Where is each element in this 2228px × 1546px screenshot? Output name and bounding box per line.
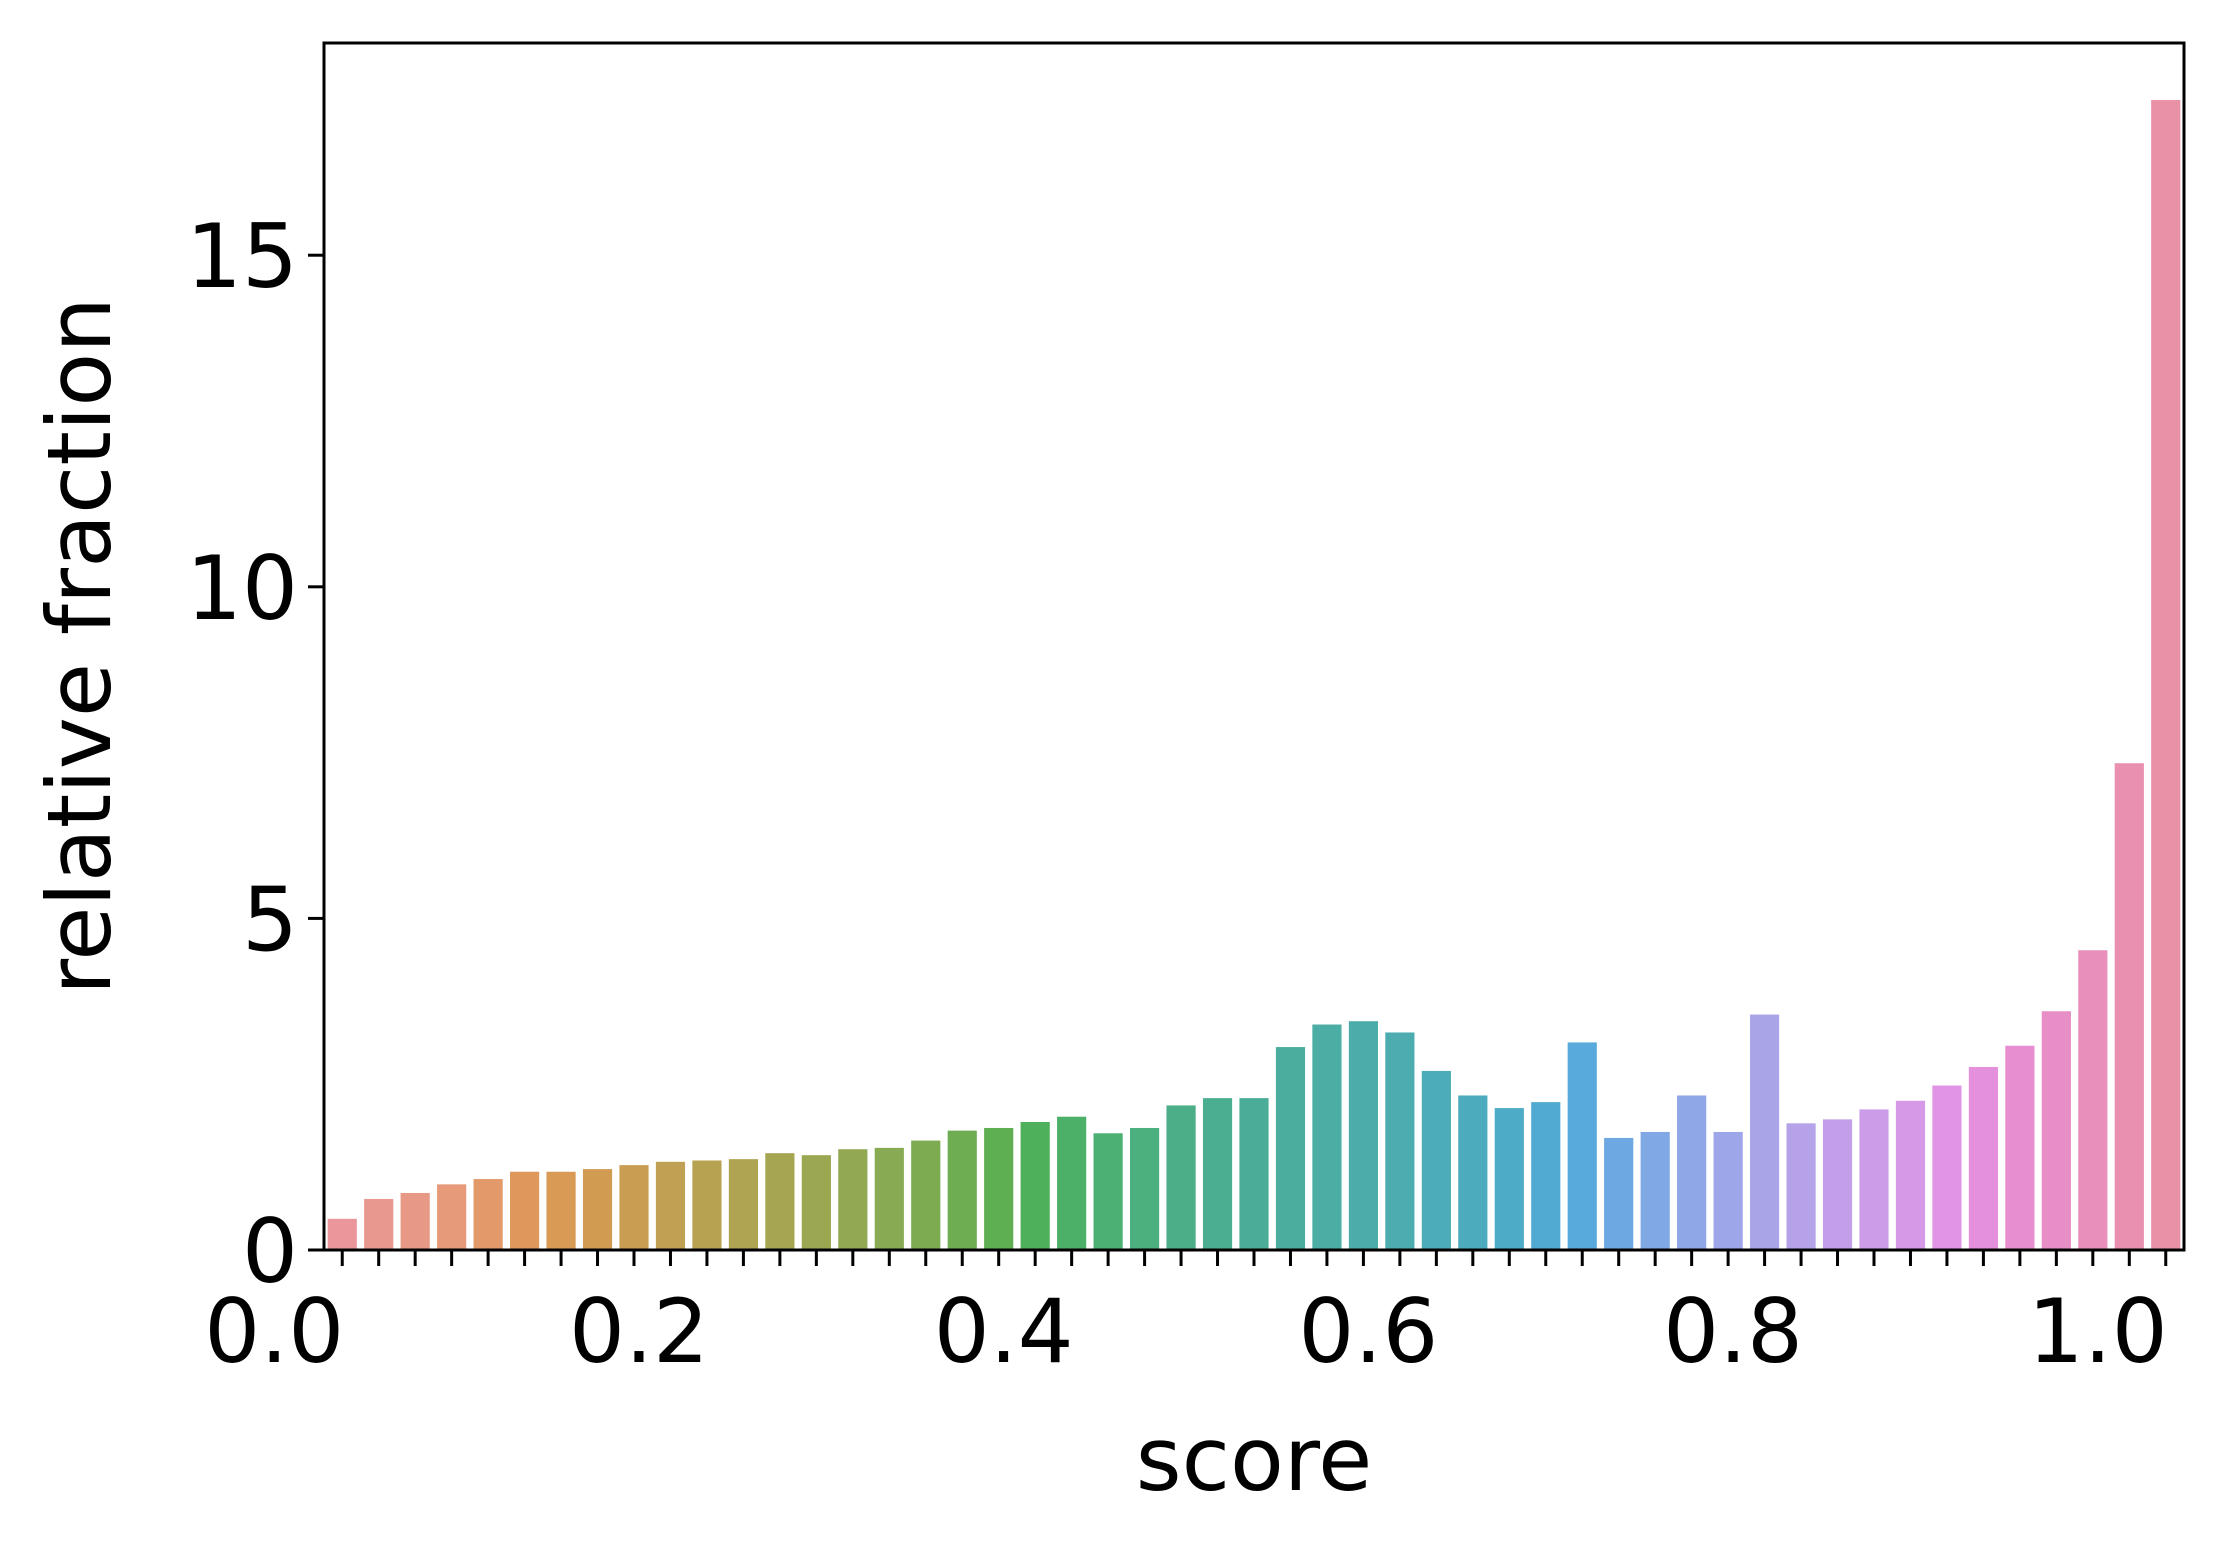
bar: [1312, 1024, 1342, 1250]
bar: [692, 1160, 722, 1250]
bar: [327, 1218, 357, 1250]
x-tick-label: 0.2: [569, 1280, 709, 1383]
bar: [1713, 1131, 1743, 1250]
y-axis-label: relative fraction: [28, 297, 131, 995]
bar: [1385, 1032, 1415, 1250]
bar: [1822, 1119, 1853, 1250]
bar: [510, 1171, 540, 1250]
bar: [437, 1184, 467, 1250]
bar: [1895, 1100, 1926, 1250]
bar: [838, 1149, 868, 1250]
bar: [1604, 1137, 1634, 1250]
x-tick-label: 0.0: [204, 1280, 344, 1383]
bar: [984, 1127, 1014, 1250]
bar: [1020, 1122, 1050, 1250]
x-tick-label: 0.4: [934, 1280, 1074, 1383]
bar: [400, 1192, 430, 1250]
y-tick-label: 15: [186, 205, 298, 308]
bar: [1640, 1131, 1670, 1250]
bar: [1202, 1098, 1233, 1250]
bar: [1968, 1066, 1998, 1250]
bar: [1421, 1070, 1451, 1250]
y-tick-label: 5: [242, 868, 298, 971]
bar: [655, 1161, 686, 1250]
x-axis-label: score: [1136, 1408, 1372, 1511]
bar: [1057, 1116, 1087, 1250]
bar: [1348, 1021, 1378, 1250]
bar: [1093, 1133, 1123, 1250]
x-tick-label: 0.8: [1663, 1280, 1803, 1383]
bar: [1677, 1095, 1707, 1250]
bar: [2005, 1045, 2035, 1250]
bar: [2041, 1011, 2071, 1250]
bar: [874, 1147, 904, 1250]
bar: [473, 1179, 503, 1250]
bar: [1166, 1105, 1196, 1250]
plot-frame: [322, 41, 2186, 1252]
bar: [2114, 763, 2144, 1250]
bar: [1750, 1014, 1780, 1250]
bar: [1494, 1108, 1524, 1250]
bar: [728, 1159, 758, 1250]
bar: [911, 1140, 941, 1250]
bar: [1458, 1095, 1488, 1250]
bar: [1239, 1098, 1269, 1250]
bar: [1567, 1042, 1597, 1250]
bar: [2151, 100, 2181, 1251]
y-tick-label: 10: [186, 537, 298, 640]
bar: [1531, 1102, 1561, 1250]
y-tick-label: 0: [242, 1200, 298, 1303]
bar: [1932, 1085, 1962, 1250]
bar: [619, 1165, 649, 1250]
x-tick-label: 0.6: [1298, 1280, 1438, 1383]
bar: [364, 1198, 394, 1250]
bar: [1130, 1127, 1160, 1250]
bar: [1275, 1047, 1306, 1250]
x-tick-label: 1.0: [2028, 1280, 2168, 1383]
bar: [2078, 950, 2108, 1250]
bar: [1859, 1109, 1889, 1250]
bar: [1786, 1123, 1816, 1250]
bar: [801, 1155, 831, 1250]
bar: [546, 1171, 576, 1250]
bar: [765, 1153, 795, 1250]
bar: [582, 1169, 613, 1250]
bar: [947, 1130, 977, 1250]
